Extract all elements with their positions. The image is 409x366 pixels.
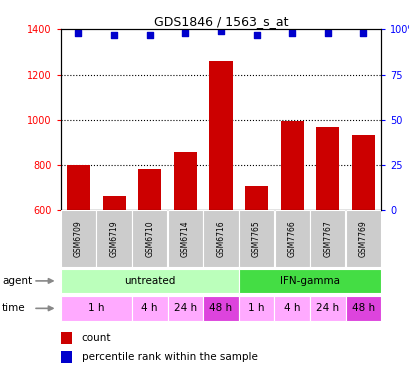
Text: 24 h: 24 h <box>173 303 196 313</box>
Bar <box>203 296 238 321</box>
Bar <box>167 296 203 321</box>
Point <box>146 32 153 38</box>
Bar <box>345 210 380 267</box>
Text: untreated: untreated <box>124 276 175 286</box>
Text: 1 h: 1 h <box>88 303 104 313</box>
Bar <box>61 332 72 344</box>
Point <box>324 30 330 36</box>
Bar <box>102 196 126 210</box>
Bar <box>274 296 309 321</box>
Text: 48 h: 48 h <box>351 303 374 313</box>
Text: GSM7769: GSM7769 <box>358 220 367 257</box>
Bar <box>132 296 167 321</box>
Bar <box>310 210 345 267</box>
Text: 4 h: 4 h <box>141 303 157 313</box>
Text: IFN-gamma: IFN-gamma <box>279 276 339 286</box>
Bar <box>245 186 267 210</box>
Bar <box>238 296 274 321</box>
Bar <box>96 210 131 267</box>
Bar <box>280 122 303 210</box>
Bar <box>315 127 339 210</box>
Text: GSM6714: GSM6714 <box>180 220 189 257</box>
Bar <box>173 152 196 210</box>
Title: GDS1846 / 1563_s_at: GDS1846 / 1563_s_at <box>153 15 288 28</box>
Bar <box>209 60 232 210</box>
Point <box>288 30 295 36</box>
Bar <box>61 269 238 293</box>
Bar <box>238 210 274 267</box>
Text: 24 h: 24 h <box>315 303 339 313</box>
Text: 4 h: 4 h <box>283 303 300 313</box>
Text: GSM7766: GSM7766 <box>287 220 296 257</box>
Text: 1 h: 1 h <box>248 303 264 313</box>
Text: time: time <box>2 303 26 313</box>
Bar <box>67 165 90 210</box>
Bar <box>61 210 96 267</box>
Bar <box>167 210 202 267</box>
Point <box>253 32 259 38</box>
Bar <box>132 210 167 267</box>
Text: GSM7765: GSM7765 <box>252 220 261 257</box>
Text: 48 h: 48 h <box>209 303 232 313</box>
Bar <box>238 269 380 293</box>
Bar <box>309 296 345 321</box>
Point <box>110 32 117 38</box>
Bar <box>61 351 72 363</box>
Text: GSM6709: GSM6709 <box>74 220 83 257</box>
Text: GSM6710: GSM6710 <box>145 220 154 257</box>
Point <box>217 28 224 34</box>
Point <box>182 30 188 36</box>
Bar <box>345 296 380 321</box>
Text: GSM7767: GSM7767 <box>323 220 332 257</box>
Bar <box>138 169 161 210</box>
Bar <box>61 296 132 321</box>
Text: count: count <box>82 333 111 343</box>
Text: percentile rank within the sample: percentile rank within the sample <box>82 352 257 362</box>
Text: agent: agent <box>2 276 32 286</box>
Point <box>75 30 81 36</box>
Bar <box>274 210 309 267</box>
Bar <box>351 135 374 210</box>
Bar <box>203 210 238 267</box>
Text: GSM6716: GSM6716 <box>216 220 225 257</box>
Point <box>360 30 366 36</box>
Text: GSM6719: GSM6719 <box>109 220 118 257</box>
